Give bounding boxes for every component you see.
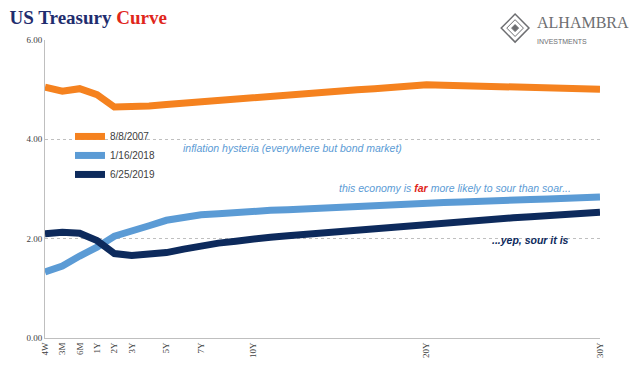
svg-text:5Y: 5Y [161, 342, 171, 354]
svg-text:2Y: 2Y [109, 342, 119, 354]
svg-text:1Y: 1Y [92, 342, 102, 354]
svg-text:2.00: 2.00 [26, 234, 42, 244]
svg-text:30Y: 30Y [595, 342, 605, 358]
svg-text:0.00: 0.00 [26, 333, 42, 343]
svg-text:inflation hysteria (everywhere: inflation hysteria (everywhere but bond … [183, 142, 402, 154]
svg-text:US Treasury Curve: US Treasury Curve [10, 7, 167, 28]
svg-text:6/25/2019: 6/25/2019 [110, 169, 155, 180]
svg-text:4W: 4W [40, 342, 50, 356]
svg-text:this economy is far more likel: this economy is far more likely to sour … [339, 182, 571, 194]
svg-text:4.00: 4.00 [26, 134, 42, 144]
svg-text:ALHAMBRA: ALHAMBRA [537, 14, 629, 31]
svg-text:6.00: 6.00 [26, 35, 42, 45]
svg-text:1/16/2018: 1/16/2018 [110, 150, 155, 161]
svg-text:3Y: 3Y [127, 342, 137, 354]
svg-text:INVESTMENTS: INVESTMENTS [537, 38, 587, 45]
svg-text:7Y: 7Y [196, 342, 206, 354]
svg-text:3M: 3M [57, 343, 67, 356]
svg-text:8/8/2007: 8/8/2007 [110, 131, 149, 142]
svg-text:6M: 6M [75, 343, 85, 356]
svg-text:10Y: 10Y [248, 342, 258, 358]
svg-text:20Y: 20Y [421, 342, 431, 358]
svg-text:...yep, sour it is: ...yep, sour it is [492, 234, 569, 246]
